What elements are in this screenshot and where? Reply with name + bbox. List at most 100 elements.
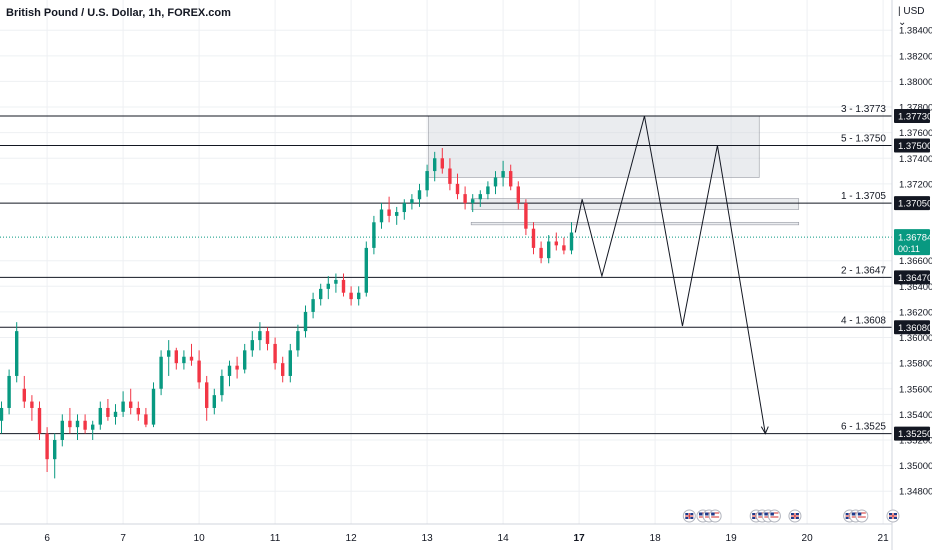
price-tick-label: 1.35200: [899, 435, 932, 446]
level-label: 2 - 1.3647: [841, 265, 886, 276]
current-price-tag: [894, 229, 930, 256]
time-tick-label: 14: [498, 533, 510, 544]
candle-body: [281, 363, 285, 376]
candle-body: [486, 186, 490, 195]
candle-body: [471, 199, 475, 204]
candle-body: [417, 190, 422, 200]
candle-body: [387, 209, 391, 216]
candle-body: [372, 222, 376, 248]
level-label: 6 - 1.3525: [841, 422, 886, 433]
candle-body: [501, 171, 505, 178]
candle-body: [296, 331, 300, 351]
price-tick-label: 1.37400: [899, 154, 932, 165]
candle-body: [326, 283, 330, 289]
candle-body: [569, 232, 574, 251]
candle-body: [319, 288, 323, 300]
candle-body: [235, 365, 239, 370]
candle-body: [136, 407, 140, 415]
candle-body: [174, 350, 178, 364]
candle-body: [197, 360, 201, 383]
projection-line: [574, 115, 766, 434]
level-price-tag-label: 1.36470: [898, 273, 932, 284]
candle-body: [30, 401, 34, 408]
candle-body: [303, 311, 308, 332]
level-price-tag: [894, 196, 930, 211]
supply-zone-box: [470, 198, 800, 210]
price-tick-label: 1.35000: [899, 461, 932, 472]
candle-body: [15, 331, 19, 376]
us-event-icon: [855, 509, 869, 523]
time-tick-label: 6: [44, 533, 50, 544]
level-label: 1 - 1.3705: [841, 191, 886, 202]
candle-body: [509, 171, 513, 187]
price-tick-label: 1.38400: [899, 26, 932, 37]
currency-label[interactable]: | USD ⌄: [898, 6, 932, 28]
supply-zones: [428, 115, 800, 226]
price-axis[interactable]: 1.34800 1.35000 1.35200 1.35400 1.35600 1.358…: [891, 0, 932, 550]
candle-body: [0, 407, 4, 421]
price-tick-label: 1.35400: [899, 410, 932, 421]
candle-body: [455, 183, 460, 195]
candle-body: [22, 388, 26, 402]
candle-body: [45, 433, 49, 460]
time-tick-label: 7: [120, 533, 126, 544]
currency-separator-icon: |: [898, 6, 901, 17]
level-price-tag: [894, 138, 930, 153]
level-price-tag: [894, 270, 930, 285]
candle-body: [493, 177, 498, 187]
level-price-tag-label: 1.35250: [898, 429, 932, 440]
candle-body: [167, 350, 171, 357]
candle-body: [288, 350, 292, 376]
candle-body: [539, 247, 543, 259]
candle-body: [189, 356, 194, 361]
time-tick-label: 17: [574, 533, 586, 544]
time-tick-label: 13: [422, 533, 434, 544]
candle-body: [433, 158, 437, 172]
economic-events: [682, 509, 900, 523]
level-price-tag-label: 1.36080: [898, 323, 932, 334]
candle-body: [440, 158, 444, 169]
level-price-tag: [894, 426, 930, 441]
candle-body: [151, 388, 156, 425]
supply-zone-box: [428, 115, 760, 178]
time-tick-label: 21: [878, 533, 890, 544]
level-price-tag: [894, 320, 930, 335]
time-tick-label: 19: [726, 533, 738, 544]
price-tick-label: 1.37600: [899, 128, 932, 139]
candle-body: [554, 241, 558, 246]
candle-body: [106, 407, 110, 417]
chevron-down-icon: ⌄: [898, 17, 907, 28]
candle-body: [75, 420, 80, 428]
projection-path: [574, 115, 769, 435]
candle-body: [220, 375, 224, 396]
uk-event-icon: [886, 509, 900, 523]
chart-grid: [0, 0, 892, 524]
level-label: 4 - 1.3608: [841, 315, 886, 326]
countdown-label: 00:11: [898, 244, 920, 254]
candle-body: [227, 365, 232, 376]
arrow-head-icon: [760, 426, 769, 435]
candlestick-series: [0, 148, 574, 479]
candle-body: [463, 194, 467, 204]
candle-body: [83, 420, 87, 430]
price-tick-label: 1.34800: [899, 487, 932, 498]
candle-body: [250, 340, 254, 351]
price-level-lines: 3 - 1.3773 5 - 1.3750 1 - 1.3705 2 - 1.3647…: [0, 104, 892, 435]
candle-body: [53, 439, 57, 460]
candle-body: [410, 199, 414, 204]
level-label: 5 - 1.3750: [841, 133, 886, 144]
level-price-tag-label: 1.37050: [898, 199, 932, 210]
level-label: 3 - 1.3773: [841, 104, 886, 115]
candle-body: [182, 356, 186, 364]
candle-body: [121, 401, 125, 412]
candle-body: [60, 420, 64, 440]
candle-body: [402, 203, 406, 213]
candle-body: [562, 245, 566, 251]
price-tick-label: 1.35800: [899, 359, 932, 370]
price-tick-label: 1.37800: [899, 103, 932, 114]
time-axis[interactable]: 6 7 10 11 12 13 14 17 18 19 20 21: [0, 523, 892, 544]
price-tick-label: 1.37200: [899, 179, 932, 190]
candle-body: [243, 350, 247, 370]
level-price-tag-label: 1.37730: [898, 112, 932, 123]
